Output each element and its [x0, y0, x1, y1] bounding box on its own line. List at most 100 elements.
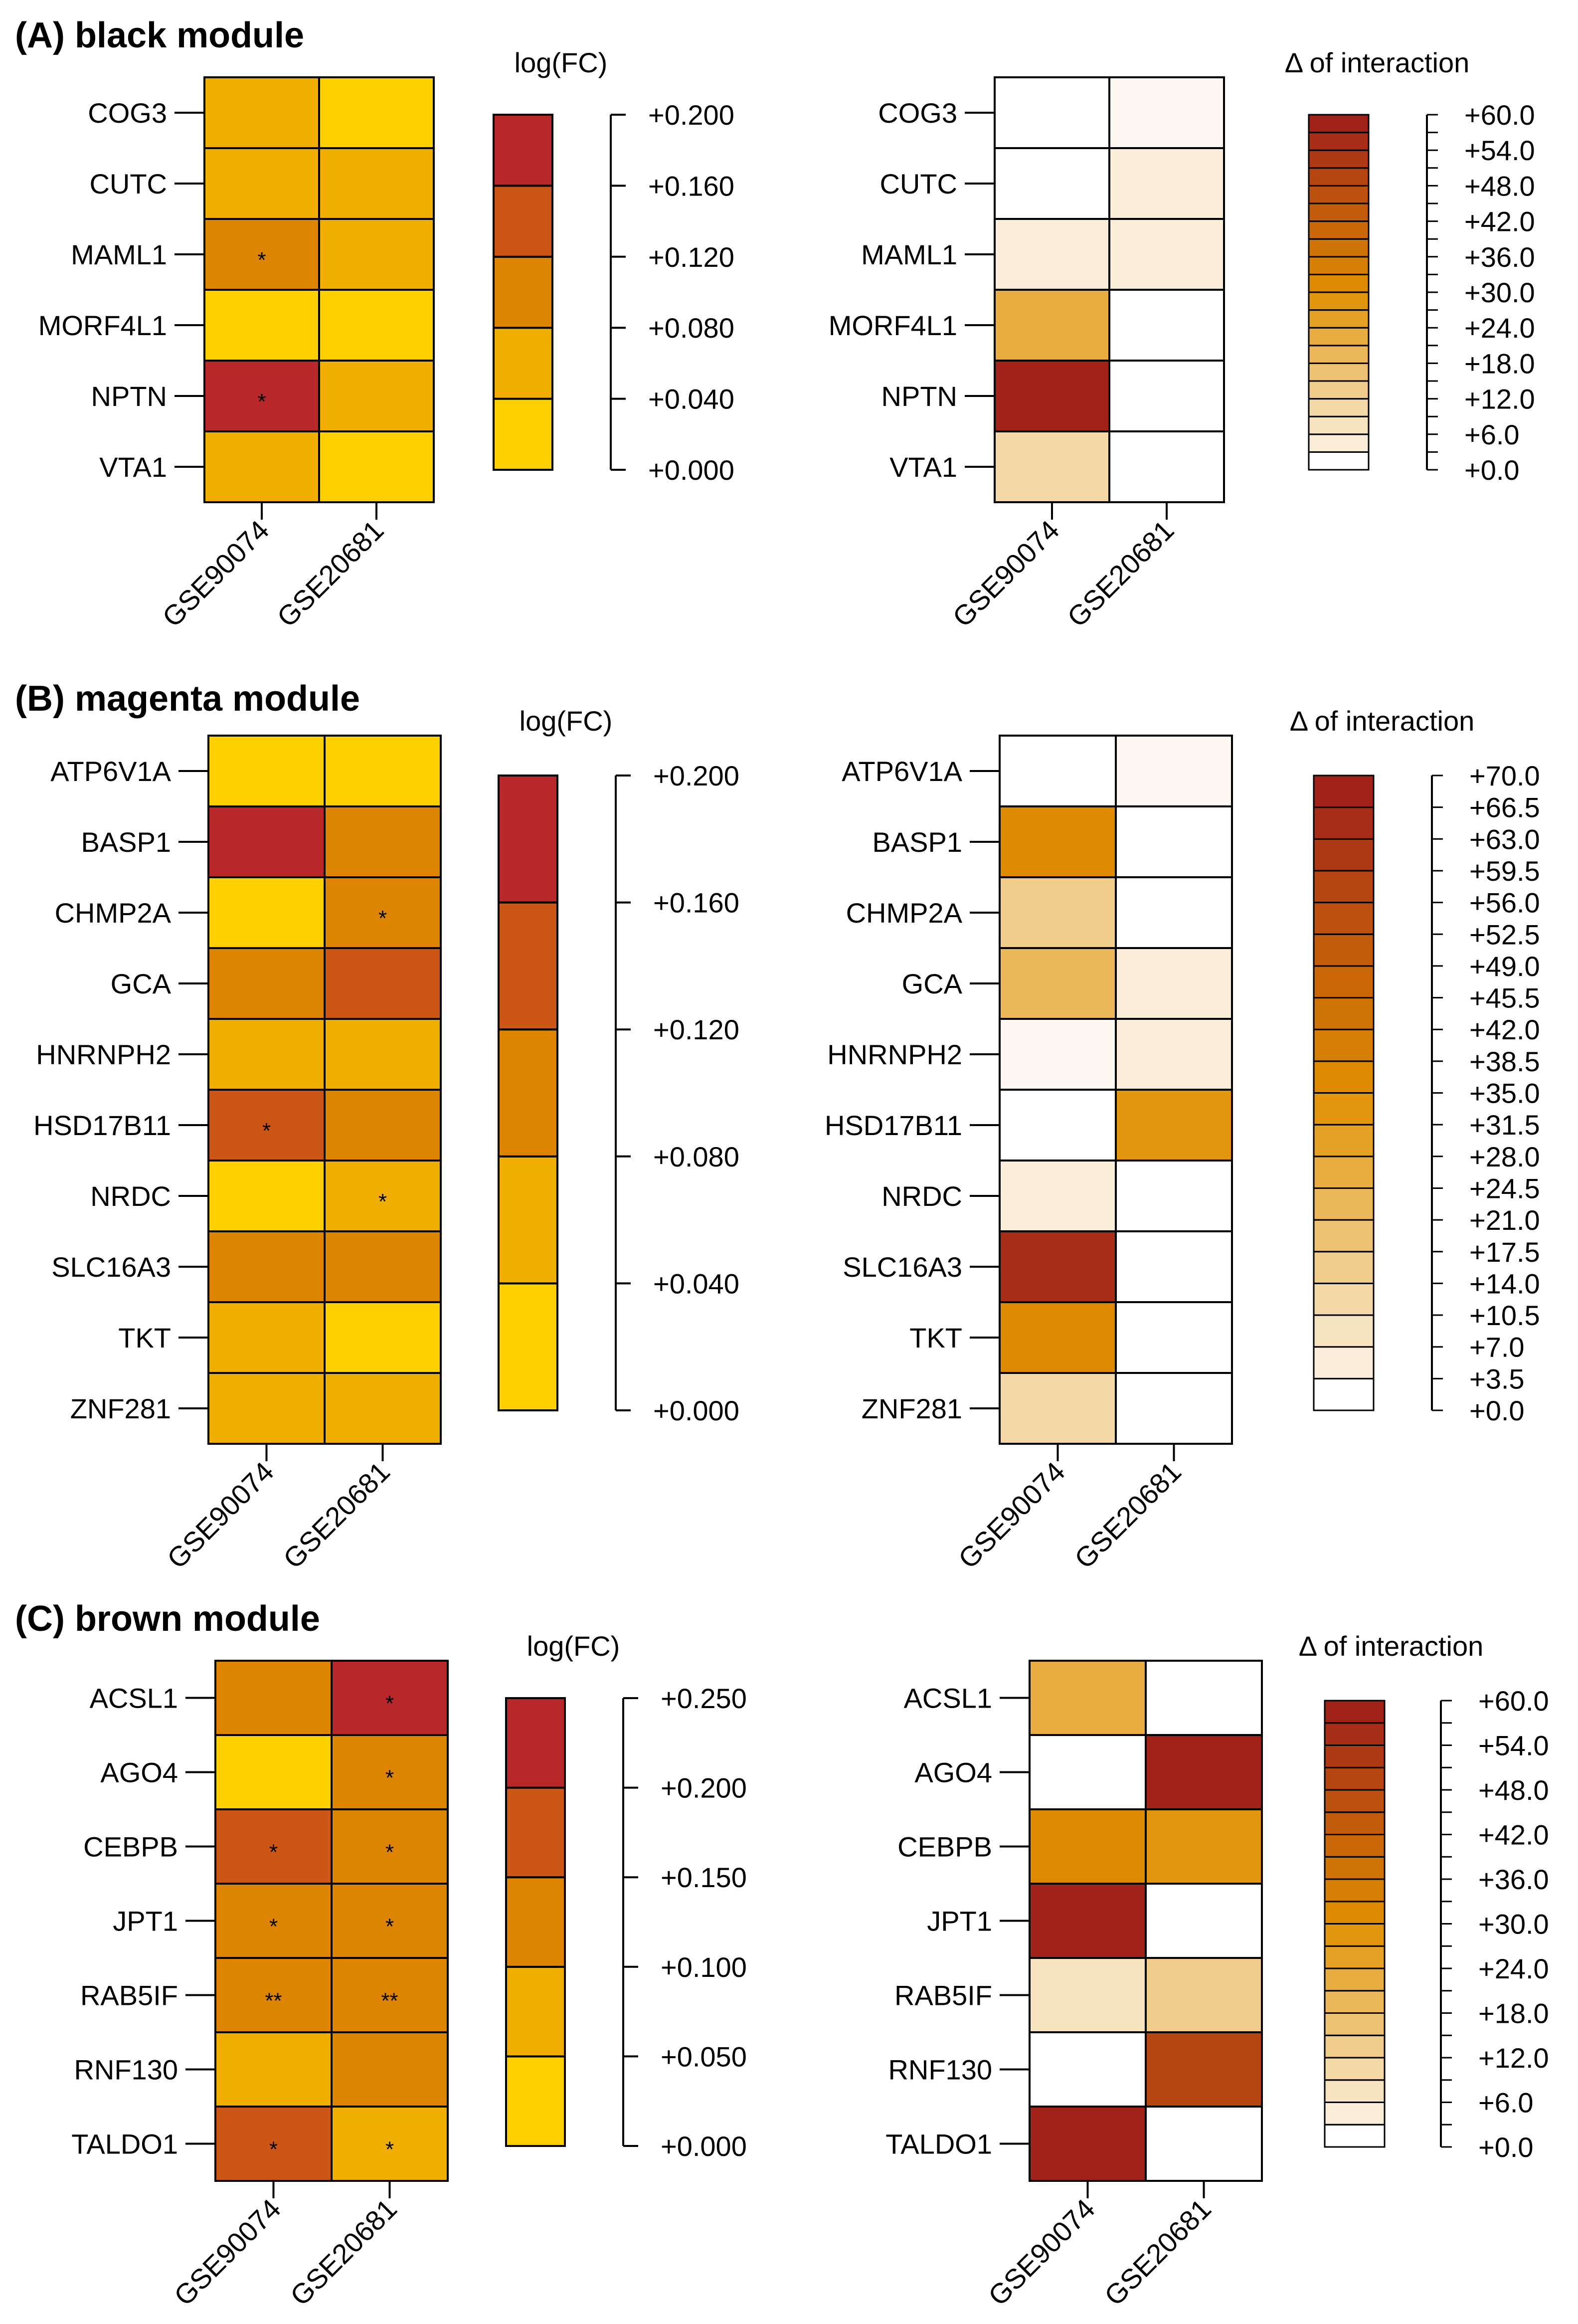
heatmap-cell — [999, 1089, 1117, 1162]
heatmap-cell — [318, 360, 435, 432]
legend-swatch — [1324, 2034, 1386, 2059]
panel-title: (C) brown module — [15, 1599, 320, 1639]
legend-tick-label: +0.160 — [648, 170, 734, 201]
legend-tick-label: +0.0 — [1464, 454, 1520, 486]
significance-star: * — [385, 2137, 394, 2162]
legend-tick-label: +18.0 — [1464, 348, 1535, 379]
heatmap-cell — [994, 76, 1110, 149]
heatmap-cell — [331, 1734, 449, 1810]
legend-swatch — [1313, 838, 1375, 872]
legend-swatch — [505, 1697, 566, 1789]
panel-title: (A) black module — [15, 15, 304, 55]
heatmap-cell — [214, 1957, 333, 2033]
heatmap-cell — [214, 1734, 333, 1810]
row-label: BASP1 — [872, 826, 962, 858]
row-label: TKT — [118, 1322, 171, 1354]
logfc-heatmap: ATP6V1A BASP1 CHMP2A * GCA HNRNPH2 HSD17B11 * NR… — [33, 735, 442, 1574]
interaction-heatmap: COG3 CUTC MAML1 MORF4L1 NPTN VTA1 GSE90074GSE2… — [829, 76, 1225, 633]
row-label: ATP6V1A — [50, 756, 171, 787]
legend-swatch — [1308, 202, 1370, 222]
legend-swatch — [1308, 114, 1370, 134]
legend-tick-label: +24.0 — [1478, 1953, 1549, 1984]
heatmap-cell — [324, 805, 442, 878]
heatmap-cell — [324, 1301, 442, 1374]
legend-tick-label: +60.0 — [1464, 99, 1535, 131]
heatmap-cell — [999, 876, 1117, 949]
legend-swatch — [498, 1282, 558, 1411]
heatmap-cell — [207, 1018, 326, 1091]
legend-tick-label: +10.5 — [1469, 1300, 1540, 1331]
legend-title: Δ of interaction — [1285, 47, 1470, 78]
legend-tick-label: +0.160 — [653, 887, 739, 919]
heatmap-cell — [1029, 1660, 1147, 1736]
heatmap-cell — [318, 218, 435, 291]
legend-swatch — [1313, 1060, 1375, 1094]
heatmap-cell — [214, 1660, 333, 1736]
heatmap-cell — [331, 1808, 449, 1885]
legend-swatch — [1324, 1945, 1386, 1969]
row-label: COG3 — [88, 97, 167, 129]
heatmap-cell — [999, 1018, 1117, 1091]
row-label: CHMP2A — [846, 897, 963, 929]
legend-tick-label: +0.150 — [661, 1862, 747, 1893]
legend-swatch — [1308, 132, 1370, 151]
row-label: TALDO1 — [71, 2129, 178, 2160]
row-label: RAB5IF — [80, 1980, 178, 2011]
heatmap-cell — [1145, 1957, 1263, 2033]
heatmap-cell — [324, 1372, 442, 1445]
row-label: SLC16A3 — [843, 1251, 962, 1283]
interaction-legend: Δ of interaction +60.0 +54.0 +48.0 +42.0 +36.… — [1285, 47, 1535, 486]
heatmap-cell — [324, 1230, 442, 1303]
heatmap-cell — [994, 218, 1110, 291]
legend-tick-label: +7.0 — [1469, 1332, 1525, 1363]
legend-swatch — [1324, 1766, 1386, 1791]
heatmap-cell — [324, 735, 442, 807]
legend-swatch — [498, 775, 558, 904]
legend-swatch — [1313, 902, 1375, 935]
column-label: GSE90074 — [946, 514, 1065, 633]
legend-swatch — [1308, 345, 1370, 364]
legend-tick-label: +66.5 — [1469, 792, 1540, 823]
row-label: ACSL1 — [90, 1683, 178, 1714]
legend-tick-label: +45.5 — [1469, 982, 1540, 1014]
legend-tick-label: +48.0 — [1464, 170, 1535, 201]
legend-tick-label: +30.0 — [1478, 1909, 1549, 1940]
heatmap-cell — [1115, 1018, 1233, 1091]
legend-tick-label: +30.0 — [1464, 277, 1535, 308]
legend-swatch — [1324, 2102, 1386, 2126]
row-label: CHMP2A — [55, 897, 172, 929]
heatmap-cell — [1115, 1089, 1233, 1162]
legend-swatch — [493, 255, 553, 329]
legend-swatch — [493, 327, 553, 400]
row-label: CEBPB — [897, 1831, 992, 1863]
row-label: RAB5IF — [894, 1980, 992, 2011]
significance-star: * — [269, 1840, 278, 1865]
heatmap-cell — [331, 2106, 449, 2182]
row-label: JPT1 — [113, 1906, 178, 1937]
legend-swatch — [1313, 1219, 1375, 1253]
heatmap-cell — [331, 1957, 449, 2033]
legend-swatch — [1313, 933, 1375, 967]
legend-tick-label: +18.0 — [1478, 1998, 1549, 2029]
legend-swatch — [493, 397, 553, 471]
row-label: HSD17B11 — [33, 1110, 171, 1141]
interaction-legend: Δ of interaction +60.0 +54.0 +48.0 +42.0 +36.… — [1299, 1630, 1549, 2163]
row-label: TALDO1 — [885, 2129, 992, 2160]
legend-swatch — [1324, 1990, 1386, 2014]
heatmap-cell — [324, 876, 442, 949]
heatmap-cell — [1145, 2106, 1263, 2182]
legend-tick-label: +24.5 — [1469, 1172, 1540, 1204]
column-label: GSE90074 — [156, 514, 275, 633]
legend-swatch — [505, 1786, 566, 1879]
legend-swatch — [1324, 1856, 1386, 1880]
row-label: COG3 — [878, 97, 957, 129]
legend-tick-label: +0.120 — [653, 1014, 739, 1045]
legend-tick-label: +6.0 — [1464, 419, 1520, 450]
row-label: RNF130 — [888, 2054, 992, 2086]
row-label: SLC16A3 — [51, 1251, 171, 1283]
legend-swatch — [1308, 149, 1370, 169]
legend-swatch — [1324, 1967, 1386, 1992]
heatmap-cell — [324, 947, 442, 1020]
legend-tick-label: +48.0 — [1478, 1774, 1549, 1806]
legend-swatch — [1313, 1187, 1375, 1221]
